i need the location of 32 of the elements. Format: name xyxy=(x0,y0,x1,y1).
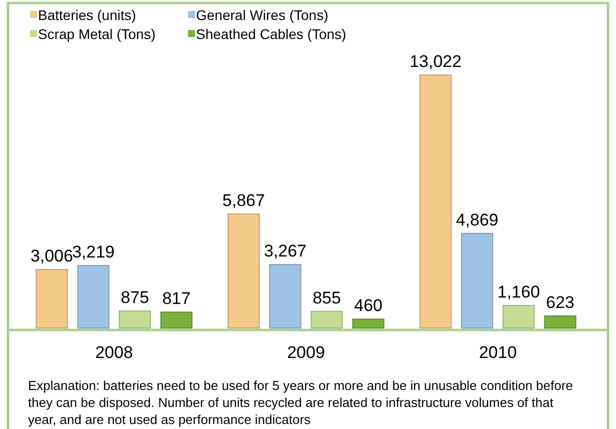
data-label: 5,867 xyxy=(222,191,265,210)
bar xyxy=(269,264,302,328)
legend-label: Sheathed Cables (Tons) xyxy=(196,26,346,42)
bar xyxy=(502,304,535,328)
data-label: 855 xyxy=(312,288,341,308)
legend-label: Batteries (units) xyxy=(38,7,136,23)
data-label: 875 xyxy=(120,288,150,307)
data-label: 3,267 xyxy=(264,242,307,261)
data-label: 1,160 xyxy=(497,282,540,302)
data-label: 3,219 xyxy=(72,242,115,262)
bar xyxy=(310,310,343,328)
bar xyxy=(352,318,384,328)
text: Explanation: batteries need to be used for 5 years or more and be in unusable condition before they can be disposed. Number of units recycled are related to infrastructure volumes of that year, and are not used as performance indicators xyxy=(28,378,573,427)
data-label: 4,869 xyxy=(456,210,498,230)
bar xyxy=(461,232,494,328)
bar xyxy=(544,315,576,328)
data-label: 460 xyxy=(354,296,382,316)
bar xyxy=(228,214,260,328)
data-label: 817 xyxy=(162,289,191,308)
bar xyxy=(36,269,68,328)
bar xyxy=(420,74,452,328)
data-label: 13,022 xyxy=(410,52,462,71)
x-tick-label: 2008 xyxy=(95,343,134,362)
x-tick-label: 2010 xyxy=(478,343,517,362)
legend-label: General Wires (Tons) xyxy=(196,7,328,23)
legend-label: Scrap Metal (Tons) xyxy=(38,26,156,42)
bar xyxy=(77,264,110,328)
bar xyxy=(118,310,151,328)
data-label: 3,006 xyxy=(30,246,74,266)
bar xyxy=(160,312,192,328)
x-tick-label: 2009 xyxy=(287,343,325,362)
data-label: 623 xyxy=(546,292,574,312)
